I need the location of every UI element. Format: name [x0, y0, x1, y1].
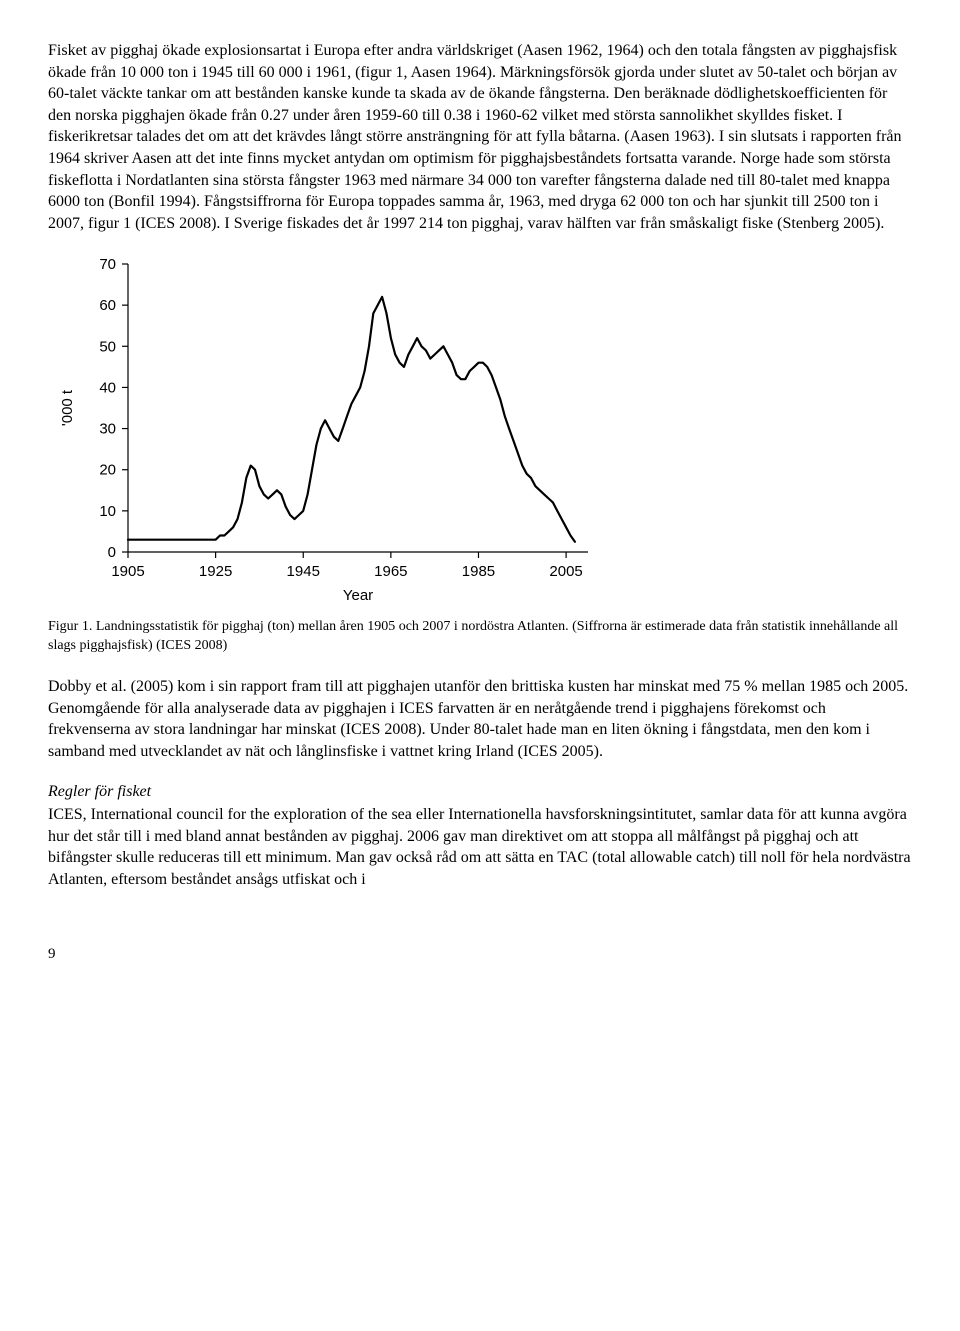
page-number: 9 [48, 944, 56, 964]
svg-text:0: 0 [108, 544, 116, 561]
svg-text:'000 t: '000 t [59, 389, 76, 426]
body-paragraph-1: Fisket av pigghaj ökade explosionsartat … [48, 40, 912, 234]
svg-text:1905: 1905 [111, 563, 144, 580]
body-paragraph-3: ICES, International council for the expl… [48, 804, 912, 890]
svg-text:60: 60 [99, 297, 116, 314]
svg-text:1945: 1945 [287, 563, 320, 580]
svg-text:1985: 1985 [462, 563, 495, 580]
svg-text:20: 20 [99, 462, 116, 479]
landings-chart: 0 10 20 30 40 50 60 70 1905 1925 1945 1965 1985 2005 Y… [48, 252, 912, 604]
svg-text:1965: 1965 [374, 563, 407, 580]
svg-text:Year: Year [343, 587, 373, 604]
svg-text:70: 70 [99, 256, 116, 273]
landings-chart-svg: 0 10 20 30 40 50 60 70 1905 1925 1945 1965 1985 2005 Y… [48, 252, 608, 604]
body-paragraph-2: Dobby et al. (2005) kom i sin rapport fr… [48, 676, 912, 762]
svg-text:40: 40 [99, 380, 116, 397]
svg-text:2005: 2005 [549, 563, 582, 580]
svg-text:30: 30 [99, 421, 116, 438]
svg-text:10: 10 [99, 503, 116, 520]
svg-text:1925: 1925 [199, 563, 232, 580]
figure-caption: Figur 1. Landningsstatistik för pigghaj … [48, 618, 912, 656]
subsection-heading: Regler för fisket [48, 781, 912, 803]
svg-text:50: 50 [99, 339, 116, 356]
